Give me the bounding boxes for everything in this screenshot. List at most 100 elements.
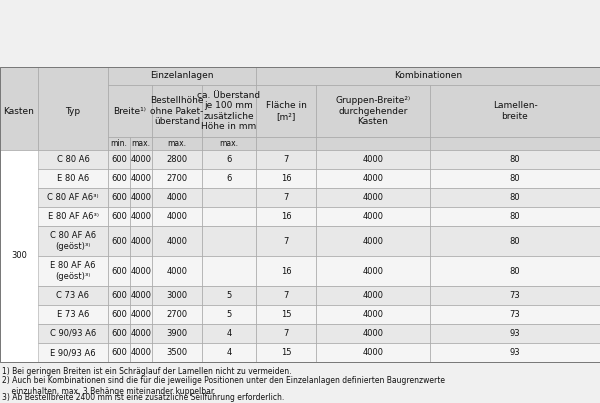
Text: 80: 80 (509, 174, 520, 183)
Bar (430, 286, 600, 305)
Text: ca. Überstand
je 100 mm
zusätzliche
Höhe in mm: ca. Überstand je 100 mm zusätzliche Höhe… (197, 91, 260, 131)
Bar (256, 207, 316, 226)
Bar (152, 188, 202, 207)
Text: 600: 600 (111, 174, 127, 183)
Bar (316, 207, 430, 226)
Bar (152, 256, 202, 286)
Text: 3900: 3900 (166, 329, 188, 338)
Bar (316, 85, 430, 137)
Text: 4000: 4000 (131, 212, 151, 221)
Bar (430, 305, 600, 324)
Text: 4: 4 (226, 348, 232, 357)
Bar (316, 343, 430, 362)
Bar (430, 169, 600, 188)
Bar (256, 305, 316, 324)
Bar (316, 256, 430, 286)
Bar (130, 256, 152, 286)
Bar (38, 67, 108, 150)
Bar (256, 343, 316, 362)
Text: 3000: 3000 (166, 291, 188, 300)
Text: min.: min. (110, 139, 127, 148)
Bar (202, 256, 256, 286)
Bar (130, 286, 152, 305)
Bar (152, 305, 202, 324)
Bar (256, 256, 316, 286)
Text: 2700: 2700 (166, 310, 188, 319)
Bar (152, 169, 202, 188)
Text: 600: 600 (111, 348, 127, 357)
Bar (202, 324, 256, 343)
Text: 600: 600 (111, 266, 127, 276)
Text: Kasten: Kasten (4, 106, 34, 116)
Bar (38, 324, 108, 343)
Bar (130, 324, 152, 343)
Text: Lamellen-
breite: Lamellen- breite (493, 101, 538, 121)
Bar (130, 207, 152, 226)
Bar (202, 150, 256, 169)
Bar (152, 85, 202, 137)
Text: 4000: 4000 (362, 310, 383, 319)
Text: 4000: 4000 (131, 348, 151, 357)
Bar (130, 343, 152, 362)
Bar (152, 188, 202, 207)
Bar (256, 324, 316, 343)
Bar (202, 85, 256, 137)
Bar (430, 256, 600, 286)
Text: C 73 A6: C 73 A6 (56, 291, 89, 300)
Bar (108, 85, 152, 137)
Bar (152, 343, 202, 362)
Text: 600: 600 (111, 212, 127, 221)
Text: Einzelanlagen: Einzelanlagen (150, 71, 214, 81)
Bar (316, 256, 430, 286)
Text: 7: 7 (283, 237, 289, 245)
Bar (256, 137, 316, 150)
Text: 600: 600 (111, 193, 127, 202)
Bar (108, 256, 130, 286)
Text: 2800: 2800 (166, 155, 188, 164)
Text: 6: 6 (226, 155, 232, 164)
Text: C 80 AF A6³⁾: C 80 AF A6³⁾ (47, 193, 99, 202)
Bar (38, 150, 108, 169)
Text: 93: 93 (509, 348, 520, 357)
Bar (256, 150, 316, 169)
Bar (152, 343, 202, 362)
Text: 4000: 4000 (362, 266, 383, 276)
Bar (430, 169, 600, 188)
Bar (316, 188, 430, 207)
Bar (256, 67, 600, 85)
Text: 4000: 4000 (167, 237, 187, 245)
Bar (430, 207, 600, 226)
Bar (316, 137, 430, 150)
Bar (108, 150, 130, 169)
Bar (256, 150, 316, 169)
Bar (0, 67, 38, 150)
Bar (430, 286, 600, 305)
Bar (38, 256, 108, 286)
Bar (38, 324, 108, 343)
Bar (430, 343, 600, 362)
Bar (130, 286, 152, 305)
Bar (430, 188, 600, 207)
Bar (152, 150, 202, 169)
Bar (108, 188, 130, 207)
Bar (316, 137, 430, 150)
Bar (256, 305, 316, 324)
Bar (108, 169, 130, 188)
Bar (316, 324, 430, 343)
Bar (202, 137, 256, 150)
Bar (130, 188, 152, 207)
Bar (130, 256, 152, 286)
Bar (108, 343, 130, 362)
Text: 7: 7 (283, 291, 289, 300)
Bar (316, 150, 430, 169)
Bar (152, 256, 202, 286)
Text: E 90/93 A6: E 90/93 A6 (50, 348, 96, 357)
Bar (152, 305, 202, 324)
Bar (202, 286, 256, 305)
Bar (256, 286, 316, 305)
Text: 16: 16 (281, 212, 292, 221)
Bar (202, 137, 256, 150)
Bar (316, 150, 430, 169)
Bar (202, 207, 256, 226)
Bar (38, 286, 108, 305)
